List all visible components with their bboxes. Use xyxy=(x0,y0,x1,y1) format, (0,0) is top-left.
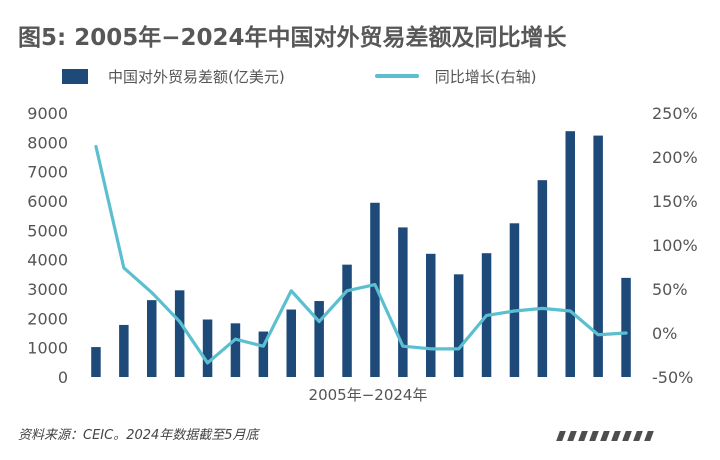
source-note: 资料来源：CEIC。2024年数据截至5月底 xyxy=(18,428,259,443)
chart-title: 图5: 2005年−2024年中国对外贸易差额及同比增长 xyxy=(18,25,567,51)
legend-label-line: 同比增长(右轴) xyxy=(434,67,537,86)
left-tick-label: 0 xyxy=(58,368,68,387)
left-tick-label: 4000 xyxy=(27,251,68,270)
growth-line xyxy=(94,144,628,365)
legend-label-bar: 中国对外贸易差额(亿美元) xyxy=(108,67,285,86)
left-axis: 0 1000 2000 3000 4000 5000 6000 7000 8000 9000 xyxy=(27,104,68,387)
bar xyxy=(314,301,324,377)
bar xyxy=(565,131,575,377)
bar xyxy=(426,253,436,377)
bar xyxy=(286,309,296,377)
bar xyxy=(509,223,520,377)
right-tick-label: 200% xyxy=(652,148,698,167)
left-tick-label: 3000 xyxy=(27,280,68,299)
bar xyxy=(174,290,185,377)
legend-swatch-line xyxy=(374,74,419,78)
left-tick-label: 1000 xyxy=(27,339,68,358)
bar xyxy=(147,300,157,377)
right-tick-label: 150% xyxy=(652,192,698,211)
bar xyxy=(258,331,269,377)
bar xyxy=(398,227,408,377)
legend-swatch-bar xyxy=(62,68,88,84)
chart-plot: 0 1000 2000 3000 4000 5000 6000 7000 8000 9000 -5… xyxy=(27,104,698,404)
bar xyxy=(537,180,548,377)
right-tick-label: 0% xyxy=(652,324,677,343)
bar xyxy=(342,264,352,377)
left-tick-label: 2000 xyxy=(27,309,68,328)
left-tick-label: 8000 xyxy=(27,133,68,152)
x-axis-label: 2005年−2024年 xyxy=(309,386,428,404)
bar-series xyxy=(91,131,631,377)
left-tick-label: 6000 xyxy=(27,192,68,211)
watermark-logo xyxy=(556,426,678,442)
bar xyxy=(91,347,101,377)
chart-legend: 中国对外贸易差额(亿美元) 同比增长(右轴) xyxy=(62,66,536,86)
left-tick-label: 7000 xyxy=(27,163,68,182)
bar xyxy=(202,319,213,377)
right-tick-label: 50% xyxy=(652,280,688,299)
bar xyxy=(230,323,241,377)
left-tick-label: 9000 xyxy=(27,104,68,123)
right-axis: -50% 0% 50% 100% 150% 200% 250% xyxy=(652,104,698,387)
right-tick-label: 100% xyxy=(652,236,698,255)
bar xyxy=(593,135,603,377)
right-tick-label: -50% xyxy=(652,368,693,387)
bar xyxy=(621,277,631,377)
bar xyxy=(119,324,129,377)
right-tick-label: 250% xyxy=(652,104,698,123)
left-tick-label: 5000 xyxy=(27,221,68,240)
bar xyxy=(453,274,464,377)
bar xyxy=(370,202,380,377)
line-series xyxy=(94,144,628,365)
